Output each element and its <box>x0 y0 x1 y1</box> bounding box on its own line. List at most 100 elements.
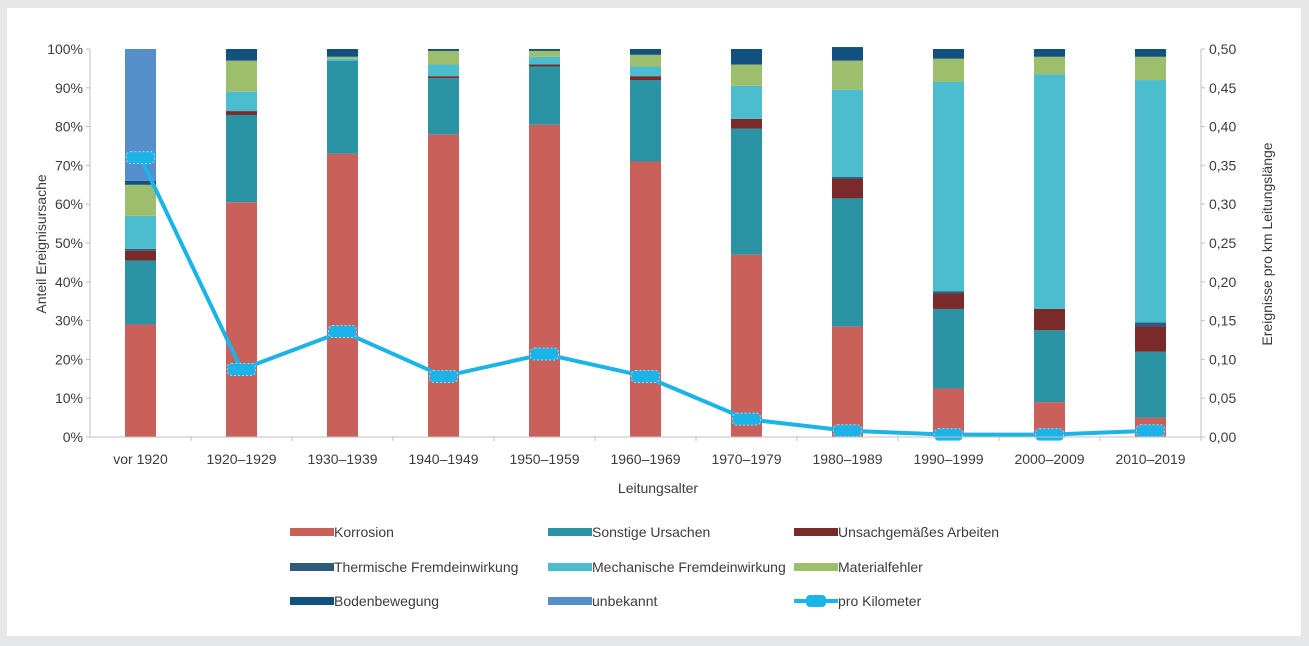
bar-segment <box>933 58 964 82</box>
bar-segment <box>125 324 156 437</box>
x-tick-label: 1930–1939 <box>307 451 377 467</box>
legend-swatch <box>290 563 334 571</box>
bar-segment <box>327 153 358 437</box>
legend-marker <box>806 595 826 607</box>
legend-label: Mechanische Fremdeinwirkung <box>592 559 786 575</box>
bar-segment <box>125 215 156 249</box>
bar-segment <box>832 178 863 199</box>
chart-panel: 0% 10% 20% 30% 40% 50% 60% 70% 80% 90% 100% 0,00 0,0… <box>7 8 1301 636</box>
y-tick-label: 70% <box>55 157 83 173</box>
bar-segment <box>529 66 560 125</box>
x-tick-label: 1980–1989 <box>812 451 882 467</box>
line-point-marker <box>631 369 660 383</box>
line-point-marker <box>1136 424 1165 438</box>
bar-segment <box>428 78 459 135</box>
bar-segment <box>529 124 560 437</box>
bar-segment <box>1034 330 1065 403</box>
bar-segment <box>1135 326 1166 352</box>
bar-segment <box>1034 49 1065 57</box>
y-tick-label: 100% <box>47 41 83 57</box>
x-tick-label: 1950–1959 <box>509 451 579 467</box>
x-axis-title: Leitungsalter <box>618 480 699 496</box>
bar-segment <box>327 56 358 59</box>
x-tick-label: 1940–1949 <box>408 451 478 467</box>
bar-segment <box>933 293 964 309</box>
bar-segment <box>125 260 156 325</box>
legend-swatch <box>794 528 838 536</box>
bar-segment <box>731 85 762 119</box>
bar-segment <box>125 250 156 261</box>
line-point-marker <box>227 362 256 376</box>
bar-segment <box>933 49 964 59</box>
bar-segment <box>630 161 661 437</box>
bar-segment <box>125 184 156 216</box>
legend-swatch <box>548 528 592 536</box>
y2-tick-label: 0,45 <box>1209 80 1236 96</box>
bar-segment <box>630 66 661 77</box>
bar-segment <box>1135 56 1166 81</box>
legend-label: Thermische Fremdeinwirkung <box>334 559 518 575</box>
stacked-bar-chart: 0% 10% 20% 30% 40% 50% 60% 70% 80% 90% 100% 0,00 0,0… <box>33 41 1275 609</box>
bar-segment <box>1135 351 1166 418</box>
x-tick-label: 1970–1979 <box>711 451 781 467</box>
y2-tick-label: 0,15 <box>1209 313 1236 329</box>
bar-segment <box>933 308 964 389</box>
y2-tick-label: 0,00 <box>1209 429 1236 445</box>
line-point-marker <box>328 324 357 338</box>
x-tick-label: 2010–2019 <box>1115 451 1185 467</box>
y2-tick-label: 0,20 <box>1209 274 1236 290</box>
bar-segment <box>1034 56 1065 75</box>
y2-tick-label: 0,25 <box>1209 235 1236 251</box>
y2-tick-label: 0,05 <box>1209 390 1236 406</box>
bar-segment <box>832 326 863 437</box>
bar-segment <box>226 114 257 203</box>
y2-tick-label: 0,30 <box>1209 196 1236 212</box>
line-point-marker <box>126 151 155 165</box>
bar-segment <box>226 60 257 92</box>
bar-segment <box>428 49 459 51</box>
y-tick-label: 90% <box>55 80 83 96</box>
line-point-marker <box>530 347 559 361</box>
bar-segment <box>125 180 156 185</box>
bar-segment <box>1135 80 1166 323</box>
bar-segment <box>832 89 863 178</box>
x-tick-label: 2000–2009 <box>1014 451 1084 467</box>
bar-segment <box>630 80 661 162</box>
legend-label: Korrosion <box>334 524 394 540</box>
y2-tick-label: 0,10 <box>1209 351 1236 367</box>
y2-tick-label: 0,40 <box>1209 119 1236 135</box>
bar-segment <box>1135 49 1166 57</box>
bar-segment <box>428 64 459 77</box>
legend-label: unbekannt <box>592 593 658 609</box>
bar-segment <box>832 47 863 61</box>
y2-axis-title: Ereignisse pro km Leitungslänge <box>1259 142 1275 345</box>
legend-swatch <box>548 563 592 571</box>
bar-segment <box>327 58 358 61</box>
bar-segment <box>630 54 661 67</box>
line-point-marker <box>1035 428 1064 442</box>
y2-tick-label: 0,50 <box>1209 41 1236 57</box>
bar-segment <box>832 177 863 179</box>
bar-segment <box>630 49 661 55</box>
bar-segment <box>1034 74 1065 309</box>
line-point-marker <box>833 424 862 438</box>
bar-segment <box>428 50 459 65</box>
legend-label: pro Kilometer <box>838 593 922 609</box>
bar-segment <box>428 76 459 79</box>
bar-segment <box>832 198 863 327</box>
y-tick-label: 20% <box>55 351 83 367</box>
bar-segment <box>226 202 257 437</box>
y-tick-label: 0% <box>63 429 83 445</box>
legend-swatch <box>290 597 334 605</box>
y-tick-label: 80% <box>55 119 83 135</box>
bar-segment <box>529 64 560 67</box>
bar-segment <box>1034 308 1065 331</box>
y-tick-label: 50% <box>55 235 83 251</box>
bar-segment <box>428 134 459 438</box>
bar-segment <box>529 49 560 51</box>
bar-segment <box>529 56 560 65</box>
bar-segment <box>731 254 762 437</box>
legend-label: Unsachgemäßes Arbeiten <box>838 524 999 540</box>
legend-swatch <box>548 597 592 605</box>
y-tick-label: 40% <box>55 274 83 290</box>
